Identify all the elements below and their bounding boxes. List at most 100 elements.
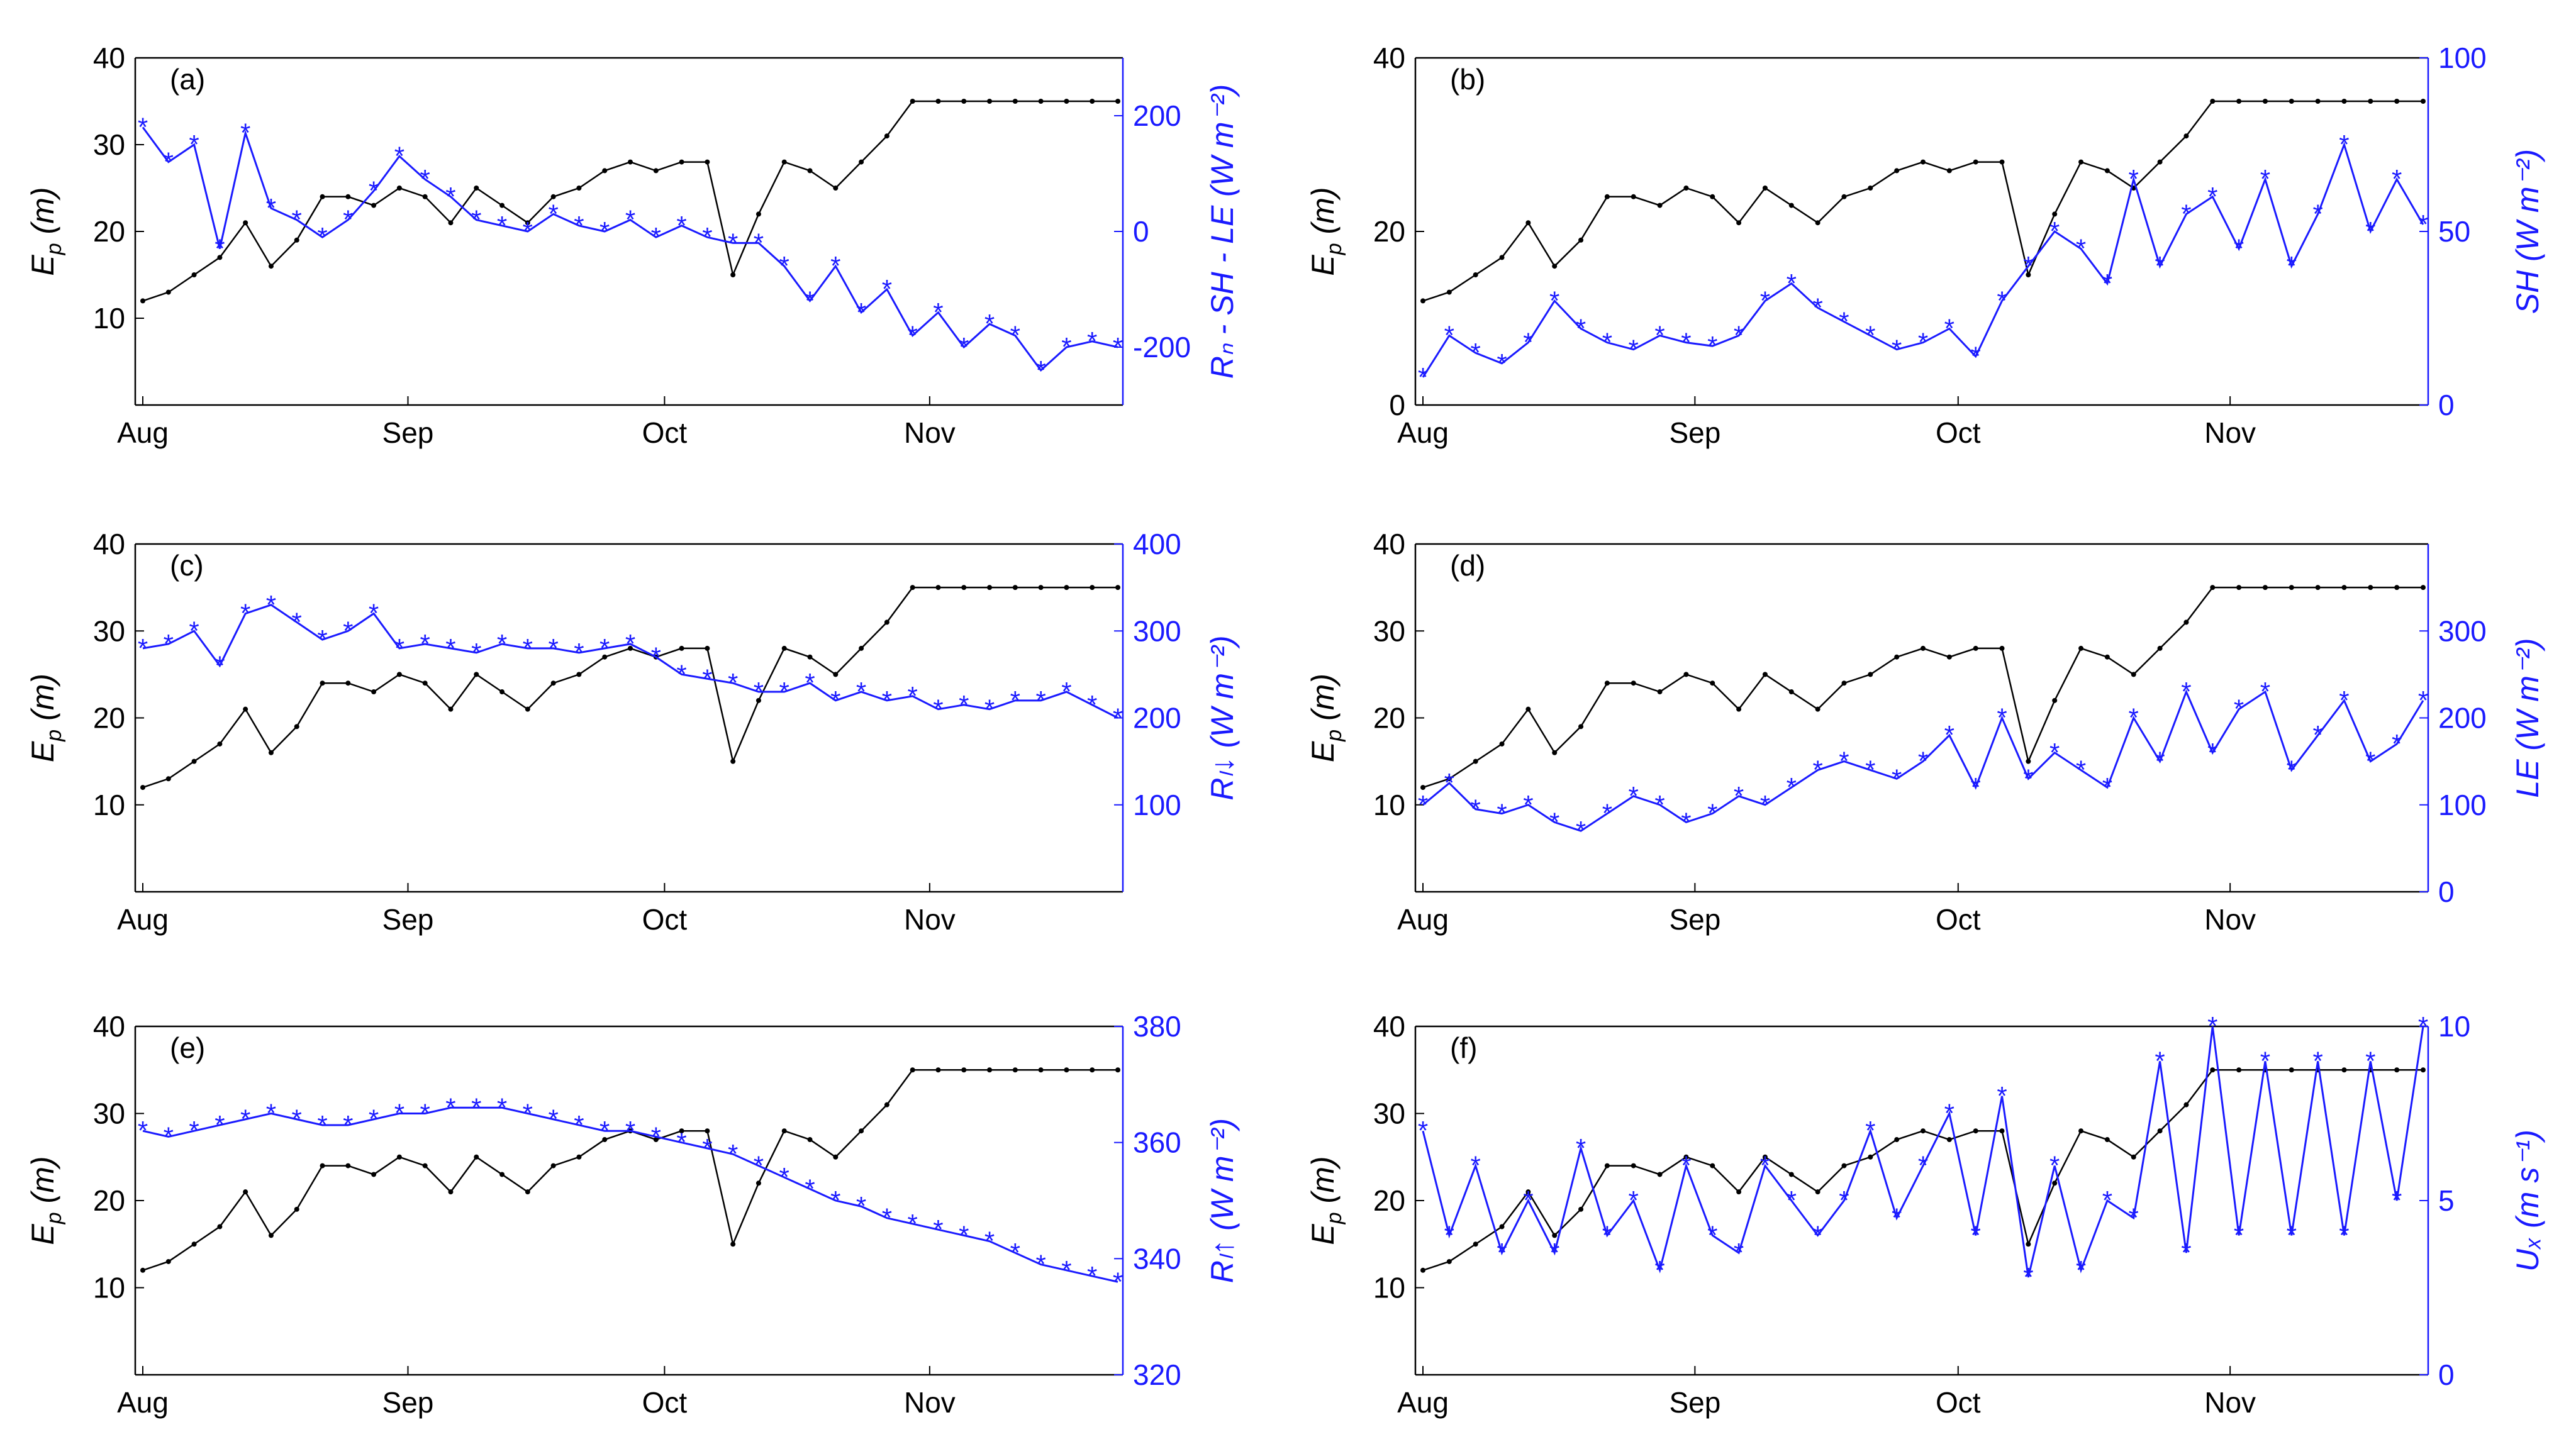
ep-point — [2104, 168, 2110, 174]
ep-point — [1788, 689, 1794, 695]
left-axis-label: Ep (m) — [25, 1156, 66, 1245]
flux-point: * — [1918, 328, 1928, 357]
right-tick-label: -200 — [1133, 331, 1191, 364]
flux-point: * — [1760, 790, 1770, 819]
ep-point — [1973, 1128, 1978, 1134]
left-axis-label: Ep (m) — [1305, 674, 1346, 762]
left-tick-label: 10 — [93, 302, 125, 335]
ep-point — [781, 1128, 787, 1134]
ep-point — [1552, 264, 1558, 269]
left-tick-label: 20 — [1373, 702, 1405, 735]
flux-point: * — [2392, 164, 2402, 194]
ep-point — [140, 785, 145, 791]
right-tick-label: 0 — [2438, 1358, 2455, 1391]
flux-point: * — [138, 1116, 148, 1145]
flux-point: * — [1707, 331, 1717, 360]
ep-point — [396, 672, 402, 677]
ep-point — [859, 159, 864, 165]
flux-point: * — [2155, 747, 2165, 776]
ep-point — [1762, 186, 1768, 191]
panel-label: (d) — [1450, 549, 1485, 582]
flux-point: * — [856, 1191, 866, 1221]
ep-point — [1446, 776, 1452, 782]
flux-point: * — [292, 607, 302, 636]
flux-point: * — [728, 228, 738, 257]
flux-point: * — [292, 205, 302, 235]
ep-point — [1064, 99, 1069, 104]
ep-point — [371, 689, 377, 695]
flux-point: * — [1839, 307, 1849, 336]
left-axis-label: Ep (m) — [25, 674, 66, 762]
flux-point: * — [343, 1110, 353, 1140]
flux-point: * — [702, 663, 712, 693]
flux-point: * — [1892, 763, 1902, 793]
ep-point — [294, 1206, 299, 1212]
flux-point: * — [1061, 332, 1071, 362]
flux-point: * — [420, 629, 430, 658]
ep-point — [756, 211, 761, 217]
flux-point: * — [189, 1116, 199, 1145]
flux-point: * — [2076, 1255, 2086, 1285]
panel-5: Aug Sep Oct Nov 10 20 30 40 0 5 10 (f) Ep (m) Uₓ (m s… — [1305, 1010, 2545, 1419]
flux-point: * — [1523, 328, 1533, 357]
x-tick-label: Oct — [642, 1386, 688, 1419]
flux-point: * — [2207, 1011, 2217, 1041]
flux-point: * — [1760, 286, 1770, 315]
flux-point: * — [2129, 703, 2139, 733]
flux-point: * — [625, 1116, 635, 1145]
ep-point — [1683, 186, 1689, 191]
ep-point — [1604, 1163, 1610, 1169]
panel-label: (f) — [1450, 1031, 1477, 1064]
flux-point: * — [1892, 335, 1902, 364]
flux-point: * — [1471, 1151, 1481, 1180]
ep-point — [1525, 220, 1531, 226]
ep-point — [1657, 689, 1663, 695]
panel-label: (c) — [170, 549, 204, 582]
ep-point — [2052, 211, 2058, 217]
right-axis-label: Rₗ↓ (W m⁻²) — [1205, 635, 1240, 800]
x-tick-label: Nov — [904, 1386, 956, 1419]
right-tick-label: 100 — [2438, 789, 2487, 821]
ep-point — [1064, 585, 1069, 591]
flux-point: * — [651, 1121, 661, 1151]
ep-point — [243, 220, 248, 226]
ep-point — [576, 1154, 582, 1160]
x-tick-label: Sep — [382, 1386, 434, 1419]
ep-point — [730, 272, 736, 277]
ep-point — [1578, 1206, 1584, 1212]
ep-point — [2052, 1180, 2058, 1186]
ep-point — [165, 1258, 171, 1264]
ep-point — [1657, 203, 1663, 208]
ep-point — [935, 99, 941, 104]
flux-point: * — [1865, 321, 1875, 350]
ep-point — [833, 1154, 839, 1160]
flux-point: * — [2234, 694, 2244, 724]
flux-point: * — [779, 677, 789, 706]
flux-point: * — [2392, 1185, 2402, 1215]
ep-point — [422, 1163, 428, 1169]
ep-point — [1999, 159, 2005, 165]
ep-point — [2394, 1067, 2400, 1073]
ep-point — [1525, 1189, 1531, 1195]
ep-point — [2210, 99, 2216, 104]
x-tick-label: Sep — [1669, 903, 1720, 936]
flux-point: * — [1629, 335, 1639, 364]
flux-point: * — [574, 638, 584, 667]
x-tick-label: Aug — [1397, 903, 1449, 936]
x-tick-label: Aug — [1397, 1386, 1449, 1419]
flux-point: * — [445, 1092, 455, 1122]
flux-point: * — [292, 1104, 302, 1134]
flux-point: * — [908, 1209, 918, 1238]
ep-point — [961, 99, 967, 104]
flux-point: * — [625, 205, 635, 235]
left-tick-label: 30 — [93, 1097, 125, 1130]
ep-point — [396, 1154, 402, 1160]
ep-point — [1788, 203, 1794, 208]
left-tick-label: 20 — [1373, 1184, 1405, 1217]
flux-point: * — [574, 211, 584, 240]
flux-point: * — [2287, 1220, 2297, 1250]
panel-3: Aug Sep Oct Nov 10 20 30 40 0 100 200 300 (d) Ep (m) L… — [1305, 528, 2545, 936]
panel-label: (e) — [170, 1031, 205, 1064]
ep-point — [1657, 1172, 1663, 1177]
ep-point — [499, 1172, 505, 1177]
